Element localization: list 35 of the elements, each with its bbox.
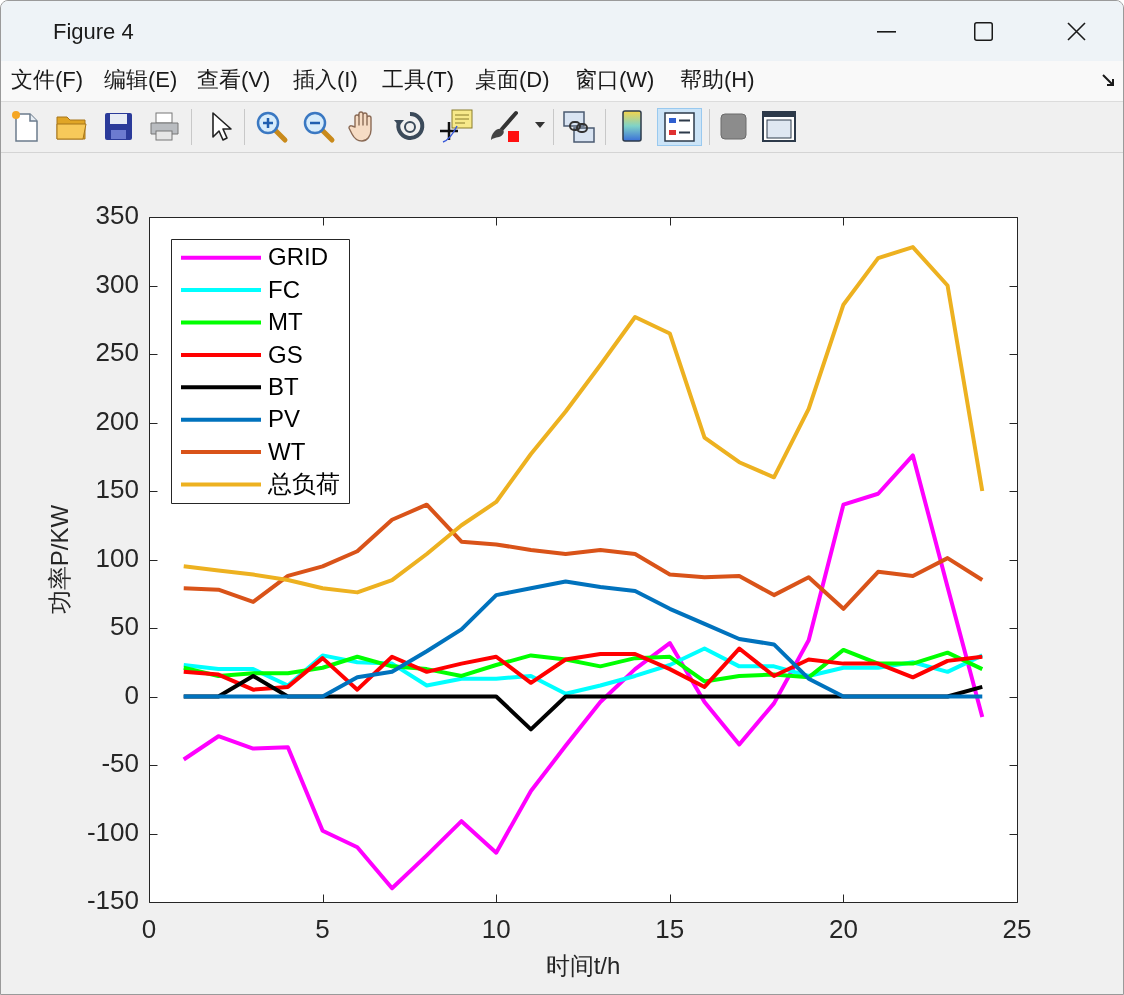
y-tick-label: 50 [110,611,139,642]
x-tick-label: 10 [481,913,511,944]
text: 插入(I) [293,67,358,93]
y-tick-label: 100 [95,542,139,573]
y-axis-title: 功率P/KW [46,504,74,615]
x-tick-label: 20 [828,913,858,944]
x-tick-label: 15 [655,913,685,944]
y-tick-label: -50 [101,748,139,779]
legend-label: GS [268,340,303,368]
legend-label: MT [268,308,303,336]
legend-label: FC [268,275,300,303]
text: 查看(V) [197,67,271,93]
legend-label: 总负荷 [267,470,340,498]
x-tick-label: 5 [315,913,330,944]
caption: Figure 4 [53,19,134,45]
y-tick-label: 350 [95,200,139,231]
legend-label: BT [268,372,300,400]
y-tick-label: 250 [95,337,139,368]
text: 编辑(E) [104,67,178,93]
y-tick-label: -100 [86,816,139,847]
text: 桌面(D) [475,67,550,93]
x-tick-label: 25 [1002,913,1032,944]
legend-label: GRID [268,243,328,271]
legend-label: WT [268,437,306,465]
y-tick-label: 300 [95,268,139,299]
y-tick-label: 0 [124,679,139,710]
y-tick-label: 200 [95,405,139,436]
legend-label: PV [268,405,301,433]
text: 工具(T) [382,67,455,93]
text: 文件(F) [11,67,84,93]
text: 窗口(W) [575,67,655,93]
x-axis-title: 时间t/h [545,952,621,980]
y-tick-label: 150 [95,474,139,505]
y-tick-label: -150 [86,885,139,916]
text: 帮助(H) [680,67,755,93]
